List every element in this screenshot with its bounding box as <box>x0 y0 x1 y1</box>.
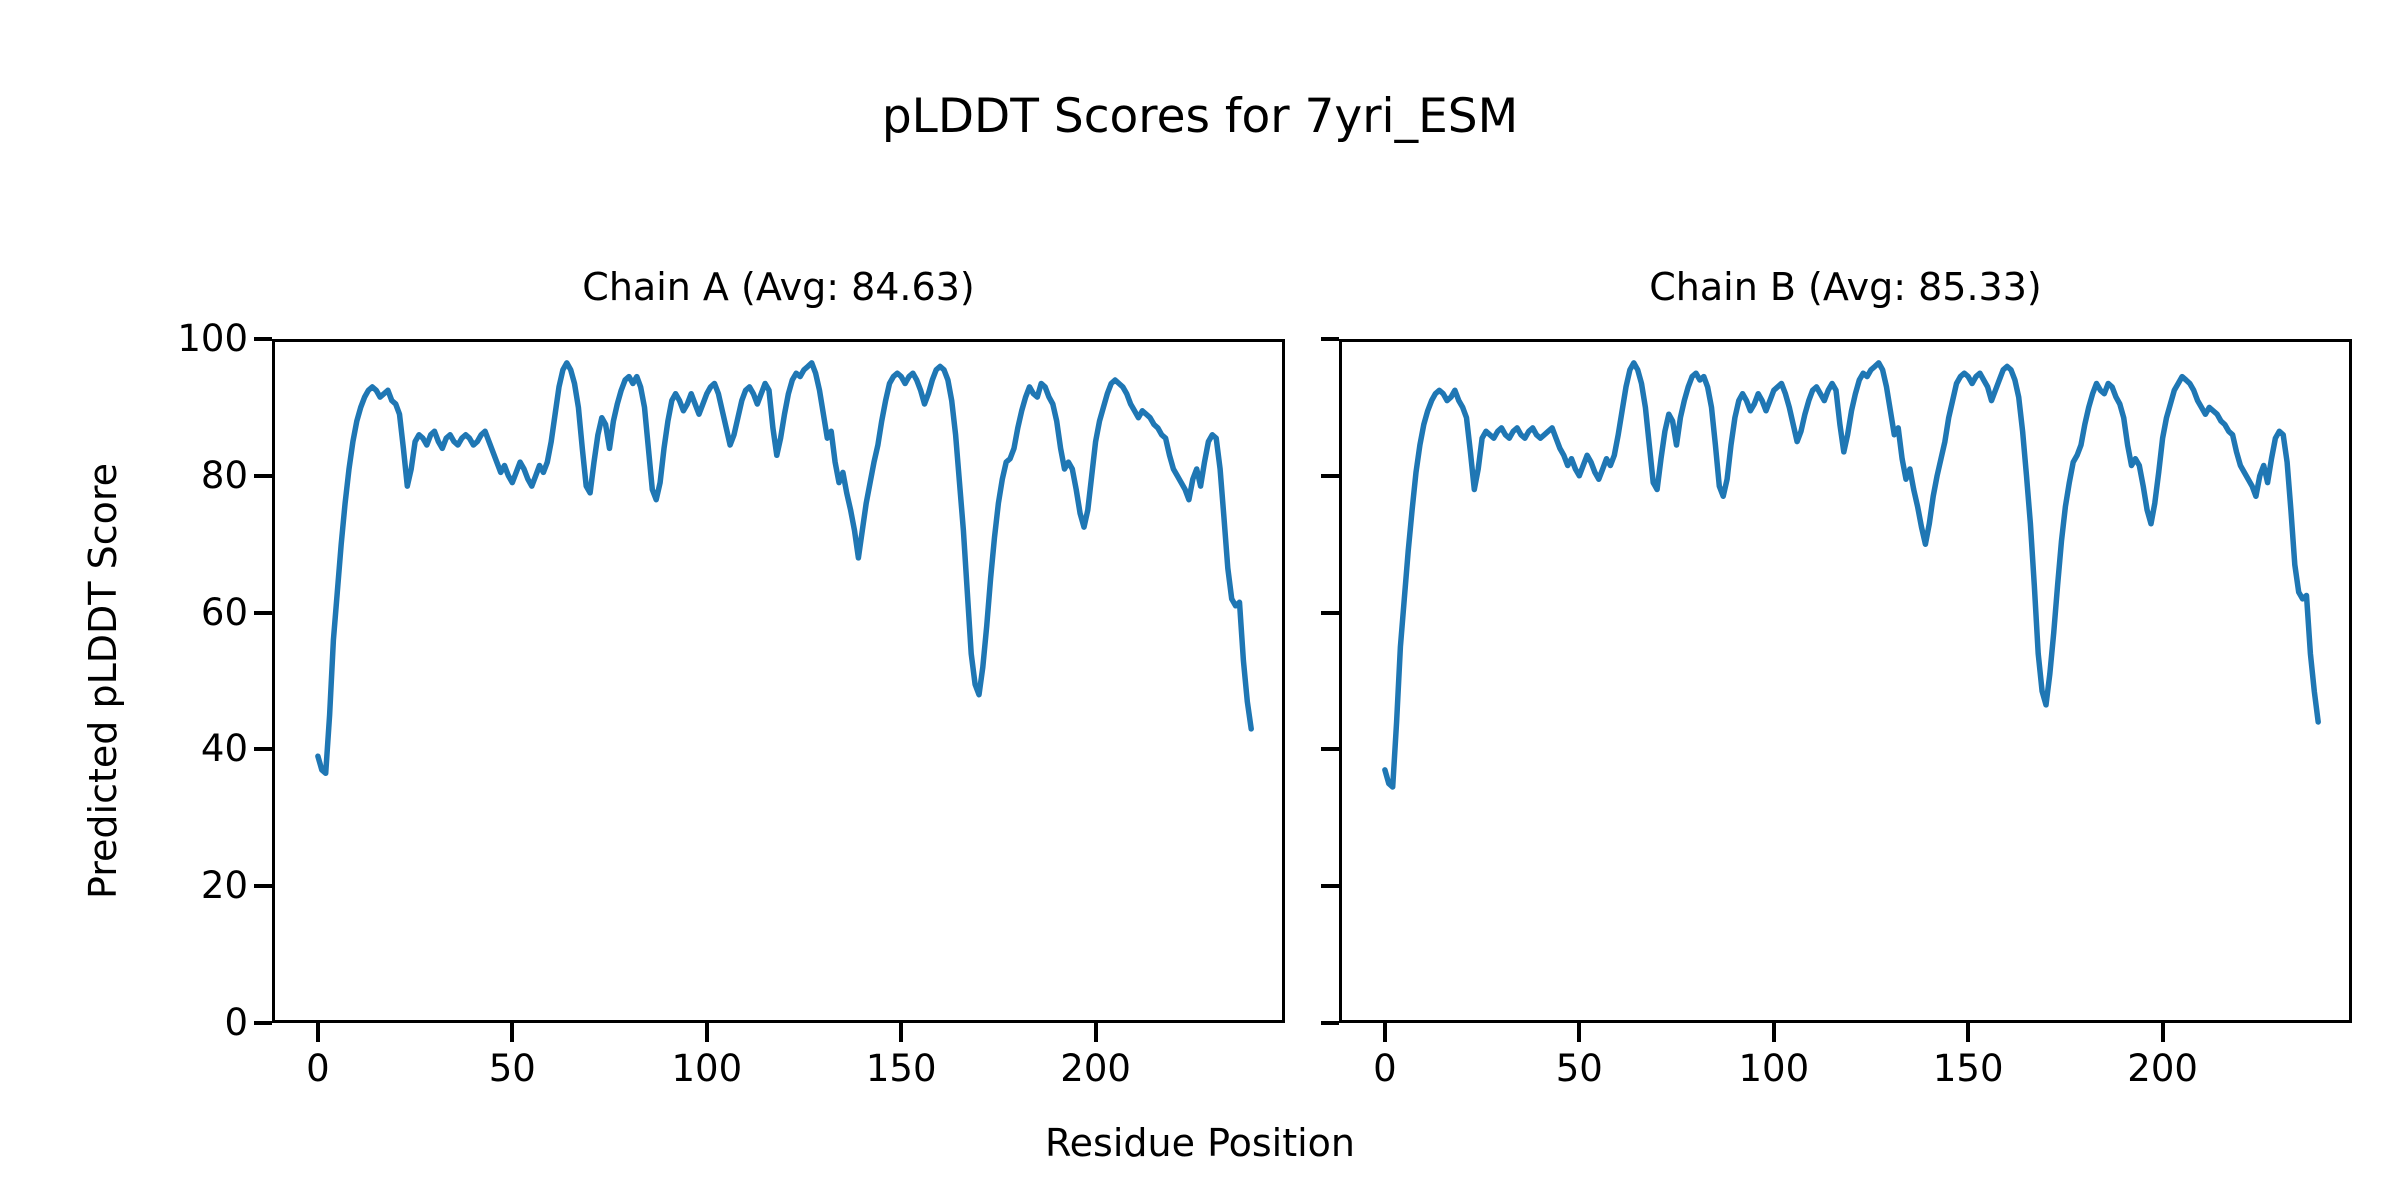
x-tick-label: 0 <box>1373 1047 1397 1090</box>
y-tick-mark <box>254 337 272 341</box>
plddt-line-chain-b <box>1382 360 2321 790</box>
x-tick-label: 200 <box>2127 1047 2198 1090</box>
x-tick-mark <box>510 1023 515 1042</box>
y-axis-label: Predicted pLDDT Score <box>81 463 125 899</box>
plddt-series-chain-a <box>315 360 1254 777</box>
x-tick-label: 50 <box>488 1047 536 1090</box>
plddt-line-chain-a <box>315 360 1254 777</box>
y-tick-mark <box>1321 747 1339 752</box>
y-tick-label: 0 <box>224 1001 248 1044</box>
x-tick-mark <box>2160 1023 2165 1042</box>
x-tick-mark <box>899 1023 904 1042</box>
x-tick-mark <box>1577 1023 1582 1042</box>
y-tick-mark <box>254 884 272 889</box>
x-tick-mark <box>315 1023 320 1042</box>
x-tick-label: 100 <box>1738 1047 1810 1090</box>
y-tick-label: 60 <box>200 590 248 634</box>
x-tick-label: 200 <box>1060 1047 1131 1090</box>
subplot-title-chain-a: Chain A (Avg: 84.63) <box>582 265 975 309</box>
y-tick-mark <box>254 473 272 478</box>
axes-chain-b: 0 50 100 150 200 <box>1321 337 2352 1089</box>
x-axis-label: Residue Position <box>1044 1121 1356 1165</box>
y-tick-mark <box>1321 610 1339 615</box>
plddt-series-chain-b <box>1382 360 2321 790</box>
y-tick-mark <box>254 747 272 752</box>
subplot-title-chain-b: Chain B (Avg: 85.33) <box>1649 265 2042 309</box>
x-tick-mark <box>1093 1023 1098 1042</box>
y-tick-label: 100 <box>177 317 248 360</box>
figure-title: pLDDT Scores for 7yri_ESM <box>881 89 1519 144</box>
x-tick-label: 150 <box>1932 1047 2004 1090</box>
x-tick-label: 100 <box>671 1047 743 1090</box>
axes-chain-a: 0 50 100 150 200 0 20 40 60 80 100 <box>177 317 1285 1089</box>
y-tick-label: 20 <box>200 864 248 908</box>
x-tick-mark <box>1966 1023 1971 1042</box>
y-tick-mark <box>1321 1021 1339 1025</box>
x-tick-mark <box>704 1023 709 1042</box>
y-tick-mark <box>1321 884 1339 889</box>
y-tick-mark <box>1321 337 1339 341</box>
x-tick-mark <box>1771 1023 1776 1042</box>
y-tick-mark <box>1321 473 1339 478</box>
x-tick-label: 150 <box>865 1047 937 1090</box>
y-tick-mark <box>254 1021 272 1025</box>
y-tick-label: 40 <box>200 727 248 771</box>
x-tick-mark <box>1382 1023 1387 1042</box>
x-tick-label: 50 <box>1555 1047 1603 1090</box>
y-tick-mark <box>254 610 272 615</box>
x-tick-label: 0 <box>306 1047 330 1090</box>
y-tick-label: 80 <box>200 453 248 497</box>
